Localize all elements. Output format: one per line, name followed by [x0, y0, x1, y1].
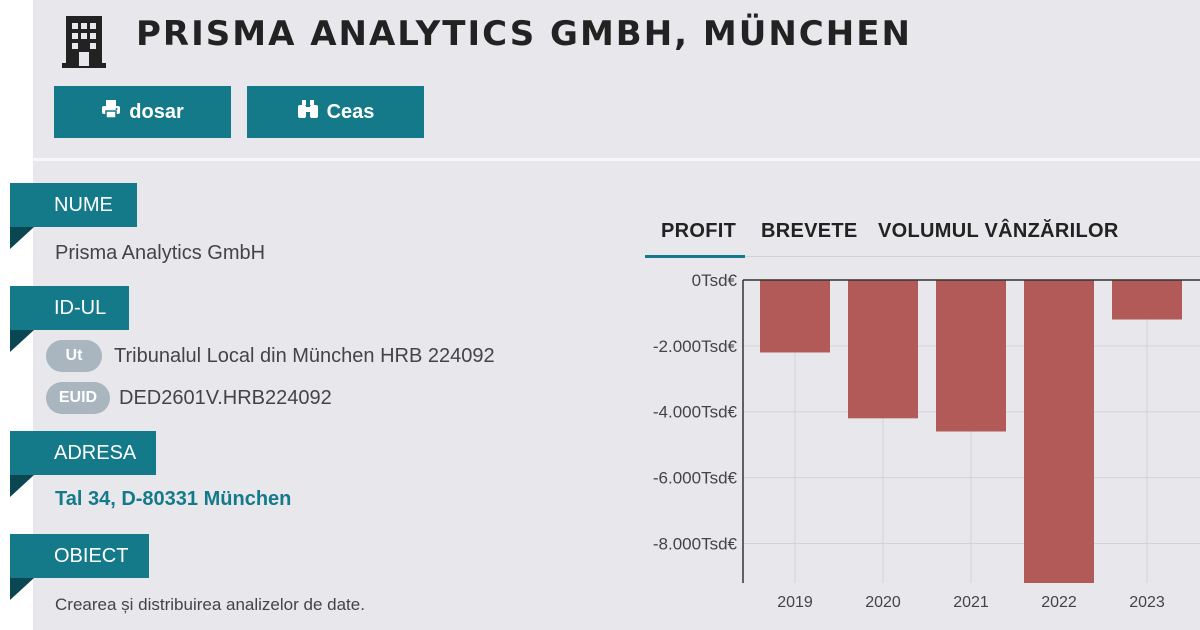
tab-bar-line	[645, 256, 1200, 257]
tab-volumul-vanzarilor[interactable]: VOLUMUL VÂNZĂRILOR	[878, 220, 1119, 242]
label-fold	[10, 227, 34, 249]
x-tick-label: 2021	[953, 594, 989, 611]
header-divider	[33, 158, 1200, 161]
section-label-purpose-text: OBIECT	[54, 545, 129, 567]
company-name-value: Prisma Analytics GmbH	[55, 242, 266, 264]
bar	[848, 280, 918, 419]
section-label-name: NUME	[10, 183, 137, 249]
printer-icon	[101, 99, 121, 125]
x-tick-label: 2023	[1129, 594, 1165, 611]
id-badge: Ut	[46, 340, 102, 372]
dosar-button-label: dosar	[129, 100, 184, 123]
section-label-name-text: NUME	[54, 194, 113, 216]
purpose-value: Crearea și distribuirea analizelor de da…	[55, 595, 365, 614]
bar	[760, 280, 830, 353]
bar	[936, 280, 1006, 432]
label-fold	[10, 578, 34, 600]
company-title: PRISMA ANALYTICS GMBH, MÜNCHEN	[136, 14, 912, 54]
euid-number: DED2601V.HRB224092	[119, 387, 332, 409]
x-tick-label: 2020	[865, 594, 901, 611]
dosar-button[interactable]: dosar	[54, 86, 231, 138]
section-label-ids: ID-UL	[10, 286, 129, 352]
y-tick-label: -8.000Tsd€	[653, 534, 738, 553]
section-label-ids-text: ID-UL	[54, 297, 107, 319]
binoculars-icon	[297, 99, 319, 125]
bar	[1024, 280, 1094, 583]
building-icon	[62, 16, 106, 73]
ceas-button[interactable]: Ceas	[247, 86, 424, 138]
section-label-purpose: OBIECT	[10, 534, 149, 600]
profit-chart: 0Tsd€ -2.000Tsd€ -4.000Tsd€ -6.000Tsd€ -8.00…	[653, 271, 1200, 611]
active-tab-indicator	[645, 255, 745, 258]
y-tick-label: -2.000Tsd€	[653, 337, 738, 356]
section-label-address: ADRESA	[10, 431, 156, 497]
tab-brevete[interactable]: BREVETE	[761, 220, 858, 242]
bar	[1112, 280, 1182, 320]
id-badge: EUID	[46, 382, 110, 414]
tab-profit[interactable]: PROFIT	[661, 220, 737, 242]
label-fold	[10, 330, 34, 352]
x-tick-label: 2019	[777, 594, 813, 611]
section-label-address-text: ADRESA	[54, 442, 137, 464]
y-tick-label: 0Tsd€	[692, 271, 738, 290]
x-tick-label: 2022	[1041, 594, 1077, 611]
label-fold	[10, 475, 34, 497]
y-tick-label: -4.000Tsd€	[653, 403, 738, 422]
register-number: Tribunalul Local din München HRB 224092	[114, 345, 495, 367]
y-tick-label: -6.000Tsd€	[653, 469, 738, 488]
address-link[interactable]: Tal 34, D-80331 München	[55, 488, 292, 510]
ceas-button-label: Ceas	[326, 100, 375, 123]
